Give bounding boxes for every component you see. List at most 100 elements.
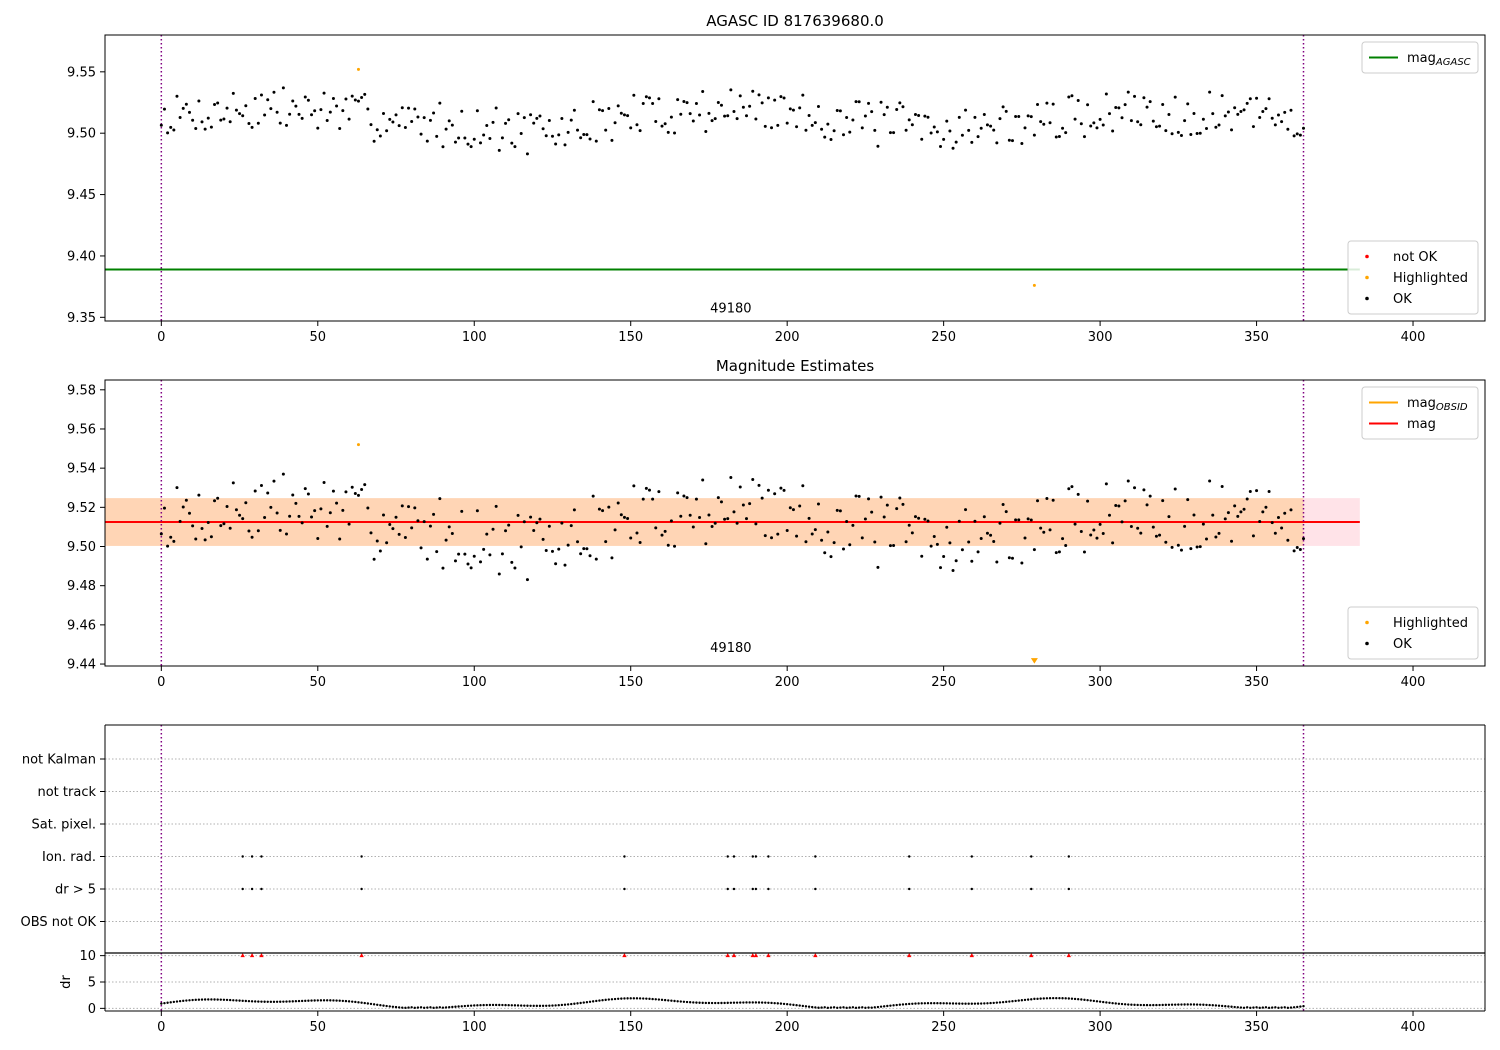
panel-agasc-point [920, 137, 924, 141]
panel-mag-estimates-point [776, 532, 780, 536]
legend-frame [1347, 606, 1479, 660]
panel-dr-point [588, 1000, 592, 1003]
panel-mag-estimates-point [550, 549, 554, 553]
panel-agasc-point [1010, 139, 1014, 143]
panel-flags-flag-point [250, 887, 254, 891]
panel-agasc-point [1302, 126, 1306, 130]
panel-mag-estimates-point [1054, 551, 1058, 555]
panel-mag-estimates-point [744, 517, 748, 521]
panel-dr-marker [731, 953, 737, 958]
panel-flags-flag-point [970, 887, 974, 891]
panel-dr-point [300, 999, 304, 1003]
panel-dr-point [510, 1004, 514, 1007]
panel-agasc-point [619, 111, 623, 115]
panel-mag-estimates-point [751, 478, 755, 482]
panel-mag-estimates-point [457, 552, 461, 556]
panel-agasc-point [428, 118, 432, 122]
panel-agasc-point [651, 102, 655, 106]
panel-agasc-point [322, 91, 326, 95]
panel-agasc-point [388, 117, 392, 121]
panel-mag-estimates-point [673, 544, 677, 548]
panel-mag-estimates-point [1101, 531, 1105, 535]
panel-flags-flag-point [1067, 855, 1071, 858]
panel-mag-estimates-point [1192, 513, 1196, 517]
panel-dr-point [917, 1002, 920, 1005]
panel-agasc-point [876, 144, 880, 148]
panel-dr-point [554, 1004, 557, 1007]
panel-dr-point [1001, 1000, 1005, 1004]
panel-agasc-point [197, 99, 201, 103]
panel-mag-estimates-point [1183, 524, 1187, 528]
panel-dr-point [1299, 1005, 1302, 1008]
panel-mag-estimates-point [576, 540, 580, 544]
panel-agasc-point [1095, 126, 1099, 130]
panel-agasc-point [1101, 123, 1105, 127]
panel-dr-point [1167, 1003, 1171, 1006]
panel-mag-estimates-point [1267, 489, 1271, 493]
panel-dr-point [726, 1001, 729, 1005]
panel-flags-flag-point [360, 887, 363, 891]
panel-mag-estimates-point [313, 509, 317, 513]
panel-dr-point [560, 1003, 564, 1007]
panel-agasc-point [335, 104, 339, 108]
panel-agasc-point [1073, 117, 1077, 121]
panel-mag-estimates-point [347, 522, 351, 526]
panel-dr-point [548, 1004, 551, 1007]
panel-agasc-point [1248, 97, 1252, 101]
panel-dr-point [717, 1001, 720, 1005]
panel-dr-point [933, 1001, 936, 1005]
panel-flags-flag-point [250, 855, 254, 858]
panel-mag-estimates-point [356, 493, 360, 497]
panel-agasc-point [1226, 110, 1230, 114]
panel-dr-point [210, 998, 213, 1001]
panel-agasc-point [504, 121, 508, 125]
panel-mag-estimates-point [341, 508, 345, 512]
panel-dr-point [1242, 1006, 1246, 1010]
panel-dr-point [873, 1006, 876, 1009]
panel-dr-point [535, 1004, 539, 1008]
panel-agasc-point [1036, 103, 1040, 107]
panel-dr-point [329, 999, 332, 1002]
panel-mag-estimates-point [1255, 489, 1259, 493]
panel-dr-point [914, 1002, 917, 1005]
panel-dr-point [882, 1005, 886, 1008]
panel-mag-estimates-point [669, 519, 673, 523]
panel-mag-estimates-point [432, 512, 436, 516]
panel-dr-point [1205, 1003, 1208, 1007]
panel-dr-point [1170, 1003, 1174, 1006]
panel-mag-estimates-point [726, 517, 730, 521]
panel-mag-estimates-point [228, 526, 232, 530]
panel-dr-marker [249, 953, 255, 958]
panel-dr-point [441, 1006, 445, 1009]
panel-dr-point [416, 1006, 420, 1009]
panel-mag-estimates-point [1073, 522, 1077, 526]
panel-dr-point [1008, 1000, 1011, 1003]
panel-mag-estimates-point [982, 515, 986, 519]
panel-mag-estimates-point [453, 559, 457, 563]
panel-mag-estimates-point [951, 568, 955, 572]
panel-mag-estimates-point [979, 537, 983, 541]
panel-dr-xtick-label: 0 [157, 1020, 165, 1035]
panel-dr-point [1139, 1003, 1142, 1007]
panel-dr-point [757, 1001, 761, 1004]
panel-mag-estimates-point [1239, 510, 1243, 514]
panel-agasc-point [629, 126, 633, 130]
panel-agasc-point [813, 121, 817, 125]
panel-agasc-point [425, 139, 429, 143]
panel-mag-estimates-point [1129, 525, 1133, 529]
panel-dr-point [754, 1001, 758, 1004]
panel-agasc-point [770, 126, 774, 130]
panel-dr-point [476, 1004, 479, 1007]
panel-dr-point [720, 1001, 723, 1005]
panel-mag-estimates-point [1248, 489, 1252, 493]
panel-agasc-point [347, 117, 351, 121]
panel-dr-point [682, 1000, 686, 1004]
panel-agasc-xtick-label: 100 [462, 330, 487, 345]
panel-mag-estimates-point [791, 508, 795, 512]
panel-mag-estimates-point [632, 484, 636, 488]
panel-agasc-point [835, 109, 839, 113]
panel-agasc-point [291, 99, 295, 103]
panel-dr-point [1120, 1002, 1124, 1006]
panel-mag-estimates-point [397, 532, 401, 536]
